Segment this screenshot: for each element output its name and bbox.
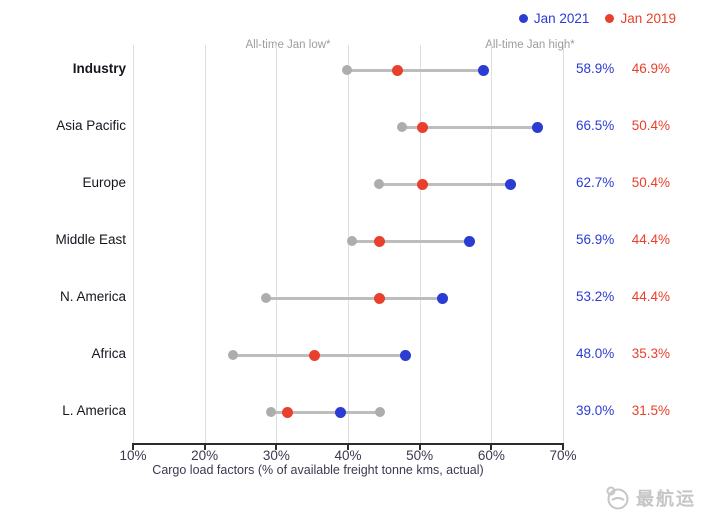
legend-item-jan-2021: Jan 2021 <box>518 11 590 26</box>
jan-2019-dot <box>417 121 429 133</box>
row-values: 58.9% 46.9% <box>576 61 670 76</box>
category-label: Asia Pacific <box>56 118 126 133</box>
jan-2019-value: 44.4% <box>631 232 670 247</box>
x-tick <box>418 443 421 450</box>
jan-2019-value: 50.4% <box>631 175 670 190</box>
jan-2019-value: 50.4% <box>631 118 670 133</box>
legend-label-jan-2019: Jan 2019 <box>620 11 676 26</box>
category-label: L. America <box>62 403 126 418</box>
ship-logo-icon <box>606 486 629 510</box>
jan-2021-value: 39.0% <box>576 403 615 418</box>
range-line <box>346 68 484 72</box>
legend-label-jan-2021: Jan 2021 <box>533 11 590 26</box>
jan-2019-dot <box>391 64 403 76</box>
row-values: 56.9% 44.4% <box>576 232 670 247</box>
all-time-low-dot <box>396 122 407 132</box>
legend: Jan 2021 Jan 2019 <box>518 11 676 26</box>
all-time-low-dot <box>266 407 277 417</box>
x-tick-label: 60% <box>477 448 505 463</box>
range-line <box>378 182 511 186</box>
x-tick <box>490 443 493 450</box>
jan-2021-dot <box>335 406 347 418</box>
all-time-low-dot <box>260 293 271 303</box>
x-tick-label: 10% <box>119 448 147 463</box>
x-tick <box>347 443 349 450</box>
gridline <box>563 45 564 443</box>
jan-2021-dot <box>463 235 475 247</box>
x-tick <box>275 443 278 450</box>
x-tick-label: 30% <box>262 448 290 463</box>
x-axis-line <box>133 443 563 445</box>
gridline <box>133 45 134 443</box>
annotation-all-time-jan-high: All-time Jan high* <box>485 39 575 51</box>
jan-2021-dot-icon <box>518 14 528 23</box>
x-tick-label: 20% <box>191 448 219 463</box>
jan-2019-value: 35.3% <box>631 346 670 361</box>
jan-2021-value: 66.5% <box>576 118 615 133</box>
x-tick-label: 40% <box>334 448 362 463</box>
jan-2021-dot <box>477 64 489 76</box>
category-label: Industry <box>72 61 126 76</box>
gridline <box>419 45 421 443</box>
jan-2021-dot <box>505 178 517 190</box>
legend-item-jan-2019: Jan 2019 <box>605 11 676 26</box>
jan-2019-dot <box>308 349 320 361</box>
jan-2019-dot <box>417 178 429 190</box>
gridline <box>276 45 278 443</box>
jan-2019-dot-icon <box>605 14 615 23</box>
jan-2021-value: 56.9% <box>576 232 615 247</box>
row-values: 62.7% 50.4% <box>576 175 670 190</box>
row-values: 53.2% 44.4% <box>576 289 670 304</box>
all-time-low-dot <box>341 65 352 75</box>
x-tick <box>203 443 206 450</box>
annotation-all-time-jan-low: All-time Jan low* <box>245 39 331 51</box>
category-label: Africa <box>91 346 126 361</box>
jan-2019-value: 44.4% <box>631 289 670 304</box>
x-tick-label: 70% <box>549 448 577 463</box>
all-time-low-dot <box>373 179 384 189</box>
row-values: 66.5% 50.4% <box>576 118 670 133</box>
jan-2021-value: 58.9% <box>576 61 615 76</box>
category-label: Middle East <box>55 232 126 247</box>
all-time-low-dot <box>228 350 239 360</box>
jan-2021-value: 53.2% <box>576 289 615 304</box>
jan-2021-value: 62.7% <box>576 175 615 190</box>
gridline <box>204 45 206 443</box>
x-tick <box>132 443 134 450</box>
range-line <box>265 296 443 300</box>
x-tick <box>562 443 564 450</box>
all-time-low-dot <box>346 236 357 246</box>
range-line <box>351 239 470 243</box>
jan-2019-dot <box>374 235 386 247</box>
watermark: 最航运 <box>604 485 696 511</box>
jan-2019-value: 31.5% <box>631 403 670 418</box>
row-values: 48.0% 35.3% <box>576 346 670 361</box>
jan-2019-dot <box>281 406 293 418</box>
jan-2019-value: 46.9% <box>631 61 670 76</box>
jan-2021-dot <box>437 292 449 304</box>
jan-2019-dot <box>374 292 386 304</box>
row-values: 39.0% 31.5% <box>576 403 670 418</box>
jan-2021-dot <box>399 349 411 361</box>
category-label: Europe <box>82 175 126 190</box>
jan-2021-dot <box>532 121 544 133</box>
category-label: N. America <box>59 289 126 304</box>
range-line <box>401 125 538 129</box>
x-axis-title: Cargo load factors (% of available freig… <box>152 463 484 477</box>
jan-2021-value: 48.0% <box>576 346 615 361</box>
range-line <box>271 410 381 414</box>
all-time-high-dot <box>375 407 386 417</box>
x-tick-label: 50% <box>406 448 434 463</box>
gridline <box>491 45 493 443</box>
watermark-text: 最航运 <box>636 489 696 509</box>
